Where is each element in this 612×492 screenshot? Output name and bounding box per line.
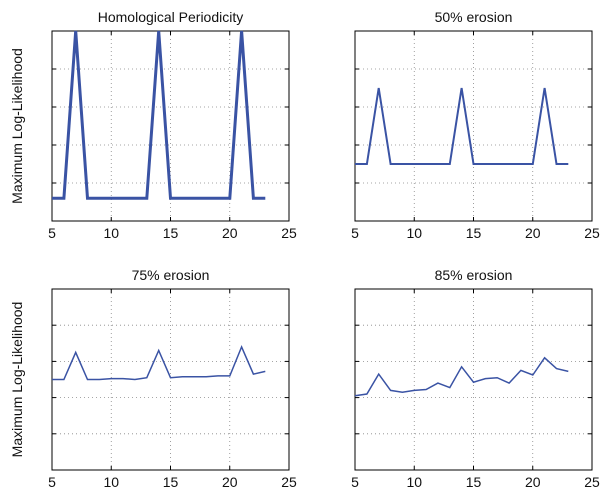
x-tick-label: 10 [103, 474, 119, 490]
x-tick-label: 5 [48, 225, 56, 241]
x-tick-label: 10 [103, 225, 119, 241]
x-tick-label: 15 [163, 225, 179, 241]
subplot-title: 75% erosion [132, 267, 210, 283]
axes-frame [354, 288, 593, 471]
x-tick-label: 25 [281, 225, 297, 241]
x-tick-label: 20 [222, 474, 238, 490]
series-line [354, 356, 569, 397]
x-tick-label: 25 [584, 225, 600, 241]
subplot-4: 5 10 15 20 25 85% erosion [351, 267, 600, 490]
subplot-title: 50% erosion [435, 9, 513, 25]
subplot-title: 85% erosion [435, 267, 513, 283]
x-tick-label: 10 [406, 225, 422, 241]
x-tick-label: 25 [584, 474, 600, 490]
series-line [52, 344, 266, 381]
x-tick-label: 10 [406, 474, 422, 490]
series-line [355, 87, 569, 165]
subplot-3: 5 10 15 20 25 75% erosion Maximum Log-Likeliho… [9, 267, 297, 490]
x-tick-label: 20 [222, 225, 238, 241]
subplot-2: 5 10 15 20 25 50% erosion [351, 9, 600, 241]
x-tick-label: 25 [281, 474, 297, 490]
y-axis-label: Maximum Log-Likelihood [9, 48, 25, 204]
x-tick-label: 15 [466, 225, 482, 241]
x-tick-label: 5 [351, 474, 359, 490]
x-tick-label: 5 [48, 474, 56, 490]
x-tick-label: 5 [351, 225, 359, 241]
subplot-1: 5 10 15 20 25 Homological Periodicity Maximum … [9, 9, 297, 241]
subplot-title: Homological Periodicity [98, 9, 244, 25]
series-line [52, 30, 266, 200]
y-axis-label: Maximum Log-Likelihood [9, 302, 25, 458]
x-tick-label: 20 [525, 474, 541, 490]
x-tick-label: 15 [163, 474, 179, 490]
x-tick-label: 20 [525, 225, 541, 241]
x-tick-label: 15 [466, 474, 482, 490]
